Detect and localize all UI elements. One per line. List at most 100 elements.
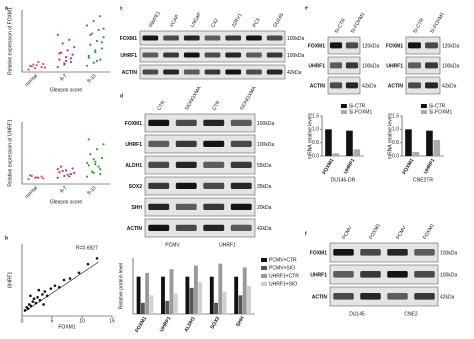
- x-tick-label: 5: [51, 318, 54, 324]
- data-point: [42, 177, 45, 180]
- blot-band: [183, 69, 200, 75]
- data-point: [102, 36, 105, 39]
- legend-swatch: [420, 104, 427, 108]
- blot-band: [345, 42, 359, 49]
- bar: [198, 282, 203, 314]
- bar: [242, 267, 247, 314]
- blot-band: [387, 249, 408, 256]
- blot-band: [148, 161, 170, 169]
- bar: [405, 129, 412, 156]
- blot-band: [360, 293, 381, 300]
- data-point: [68, 175, 71, 178]
- blot-strip: [405, 76, 441, 95]
- row-label: ACTIN: [312, 294, 328, 300]
- data-point: [69, 172, 73, 176]
- blot-band: [408, 82, 421, 89]
- data-point: [58, 58, 61, 61]
- blot-strip: [329, 264, 439, 285]
- kda-label: 100kDa: [442, 63, 459, 69]
- data-point: [40, 175, 43, 178]
- blot-band: [408, 42, 421, 49]
- x-axis-label: Gleason score: [50, 199, 82, 205]
- data-point: [56, 33, 59, 36]
- y-tick-label: 1.0: [312, 127, 319, 133]
- data-point: [97, 28, 100, 31]
- bar: [145, 272, 150, 314]
- x-tick-label: 10: [79, 318, 85, 324]
- y-axis-label: UHRF1: [7, 271, 13, 288]
- bar: [185, 276, 190, 314]
- blot-band: [329, 82, 343, 89]
- legend-label: UHRF1+CTR: [269, 273, 299, 279]
- lane-label: SIONOXMA: [184, 85, 203, 112]
- data-point: [87, 54, 90, 57]
- panel-label: c: [120, 5, 123, 11]
- panel-label: d: [120, 93, 123, 99]
- data-point: [100, 47, 104, 50]
- data-point: [61, 169, 64, 173]
- bar: [189, 287, 194, 314]
- legend-label: Si-CTR: [429, 103, 446, 109]
- legend-label: UHRF1+SIO: [269, 281, 297, 287]
- lane-label: CTR: [156, 99, 167, 111]
- blot-band: [414, 293, 435, 300]
- kda-label: 100kDa: [257, 121, 274, 127]
- data-point: [59, 165, 63, 168]
- row-label: UHRF1: [125, 142, 142, 148]
- row-label: UHRF1: [308, 63, 325, 69]
- blot-band: [425, 42, 438, 49]
- data-point: [68, 38, 71, 41]
- data-point: [73, 171, 76, 174]
- lane-label: FOXM1: [368, 223, 382, 241]
- blot-band: [148, 140, 170, 148]
- data-point: [87, 138, 90, 141]
- blot-band: [204, 69, 221, 75]
- bar: [149, 295, 154, 314]
- blot-band: [345, 62, 359, 69]
- blot-band: [425, 62, 438, 69]
- group-label: DU145: [349, 311, 365, 317]
- blot-band: [142, 35, 159, 41]
- data-point: [64, 169, 68, 172]
- row-label: ACTIN: [310, 83, 326, 89]
- data-point: [40, 65, 43, 69]
- data-point: [95, 257, 99, 260]
- blot-band: [163, 35, 179, 41]
- blot-band: [246, 35, 262, 41]
- blot-band: [425, 82, 438, 89]
- blot-band: [204, 35, 221, 41]
- x-tick-label: 0: [21, 318, 24, 324]
- row-label: FOXM1: [125, 121, 142, 127]
- data-point: [92, 171, 95, 174]
- legend-swatch: [261, 266, 267, 270]
- blot-band: [360, 249, 381, 256]
- bar: [173, 293, 178, 314]
- bar: [412, 152, 420, 156]
- blot-band: [142, 69, 159, 75]
- blot-band: [204, 52, 221, 58]
- kda-label: 100kDa: [362, 63, 379, 69]
- data-point: [71, 53, 74, 56]
- data-point: [69, 57, 73, 60]
- blot-strip: [144, 176, 256, 196]
- y-tick-label: 0.5: [392, 140, 399, 146]
- kda-label: 100kDa: [287, 53, 304, 59]
- data-point: [27, 177, 30, 181]
- lane-label: 22RV1: [231, 12, 244, 28]
- lane-label: Si-CTR: [412, 17, 426, 35]
- blot-strip: [327, 36, 361, 55]
- blot-band: [148, 224, 170, 232]
- blot-band: [266, 52, 283, 58]
- data-point: [56, 168, 59, 171]
- kda-label: 120kDa: [362, 43, 379, 49]
- y-tick-label: 1.5: [312, 113, 319, 119]
- data-point: [99, 168, 102, 171]
- blot-band: [414, 249, 435, 256]
- blot-band: [225, 52, 242, 58]
- bar: [209, 276, 214, 314]
- lane-label: SIONOXMA: [239, 85, 258, 112]
- legend-swatch: [420, 110, 427, 114]
- blot-band: [230, 203, 252, 211]
- data-point: [58, 171, 61, 174]
